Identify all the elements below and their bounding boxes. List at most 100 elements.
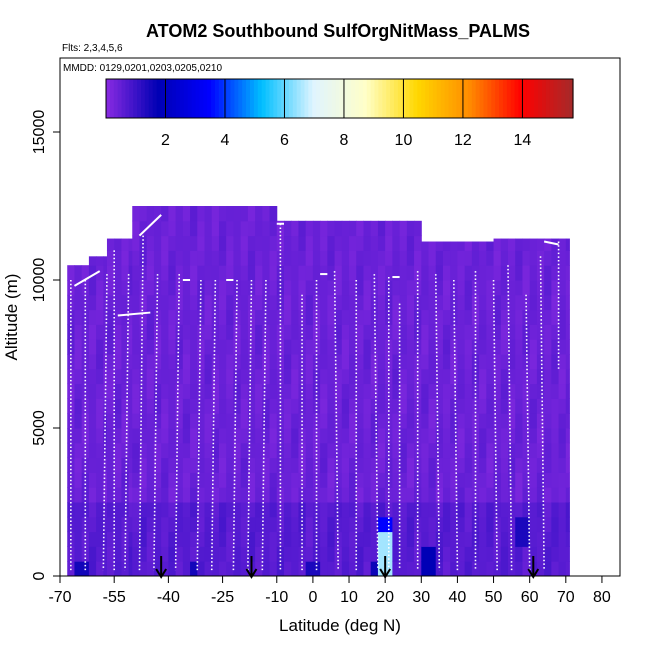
heatmap-cell: [341, 265, 350, 281]
heatmap-cell: [377, 487, 386, 503]
heatmap-cell: [190, 206, 198, 222]
heatmap-cell: [486, 324, 495, 340]
heatmap-cell: [406, 516, 415, 533]
heatmap-cell: [544, 309, 552, 325]
heatmap-cell: [500, 561, 509, 576]
heatmap-cell: [132, 531, 140, 547]
colorbar-segment: [425, 79, 430, 118]
heatmap-cell: [435, 265, 444, 281]
heatmap-cell: [464, 324, 473, 340]
heatmap-cell: [392, 383, 401, 399]
heatmap-cell: [218, 383, 227, 399]
heatmap-cell: [356, 235, 364, 251]
heatmap-cell: [106, 368, 115, 385]
heatmap-cell: [551, 413, 560, 429]
heatmap-cell: [471, 531, 480, 547]
heatmap-cell: [106, 428, 115, 444]
heatmap-cell: [190, 354, 198, 370]
heatmap-cell: [262, 383, 271, 399]
heatmap-cell: [204, 502, 213, 518]
heatmap-cell: [233, 250, 242, 266]
heatmap-cell: [204, 546, 213, 562]
heatmap-cell: [529, 502, 538, 518]
heatmap-cell: [255, 561, 263, 576]
colorbar-segment: [226, 79, 232, 118]
heatmap-cell: [262, 502, 271, 518]
heatmap-cell: [106, 383, 115, 399]
heatmap-cell: [421, 354, 430, 370]
heatmap-cell: [334, 502, 343, 518]
heatmap-cell: [341, 442, 350, 459]
heatmap-cell: [479, 428, 487, 444]
heatmap-cell: [515, 383, 523, 399]
flight-profile: [138, 235, 144, 571]
heatmap-cell: [106, 294, 115, 311]
heatmap-cell: [385, 487, 393, 503]
flight-profile: [539, 256, 545, 571]
heatmap-cell: [182, 294, 191, 311]
heatmap-cell: [500, 294, 509, 311]
heatmap-cell: [320, 265, 328, 281]
heatmap-cell: [291, 235, 299, 251]
heatmap-cell: [414, 398, 422, 414]
heatmap-cell: [529, 487, 538, 503]
heatmap-cell: [327, 265, 336, 281]
heatmap-cell: [551, 561, 560, 576]
heatmap-cell: [262, 324, 271, 340]
heatmap-cell: [385, 502, 393, 518]
heatmap-cell: [240, 220, 249, 237]
heatmap-cell: [114, 324, 122, 340]
heatmap-cell: [132, 235, 140, 251]
heatmap-cell: [356, 339, 364, 355]
colorbar-segment: [300, 79, 306, 118]
heatmap-cell: [74, 339, 83, 355]
heatmap-cell: [197, 265, 206, 281]
heatmap-cell: [457, 339, 466, 355]
heatmap-cell: [544, 383, 552, 399]
heatmap-cell: [305, 324, 314, 340]
colorbar-segment: [514, 79, 520, 118]
heatmap-cell: [565, 502, 570, 518]
heatmap-cell: [255, 368, 263, 385]
heatmap-cell: [464, 294, 473, 311]
colorbar-tick-label: 12: [454, 132, 472, 149]
heatmap-cell: [197, 383, 206, 399]
heatmap-cell: [392, 354, 401, 370]
heatmap-cell: [392, 324, 401, 340]
heatmap-cell: [370, 265, 379, 281]
heatmap-cell: [168, 309, 177, 325]
heatmap-cell: [211, 546, 220, 562]
flight-profile: [434, 274, 441, 571]
heatmap-cell: [132, 206, 140, 222]
heatmap-cell: [247, 516, 256, 533]
heatmap-cell: [428, 368, 437, 385]
heatmap-cell: [139, 413, 148, 429]
heatmap-cell: [558, 531, 567, 547]
heatmap-cell: [298, 235, 307, 251]
heatmap-cell: [551, 531, 560, 547]
heatmap-cell: [291, 472, 299, 488]
heatmap-cell: [175, 487, 184, 503]
heatmap-cell: [168, 235, 177, 251]
heatmap-cell: [327, 413, 336, 429]
heatmap-cell: [269, 220, 278, 237]
heatmap-cell: [153, 472, 162, 488]
colorbar-segment: [121, 79, 127, 118]
heatmap-cell: [121, 324, 130, 340]
heatmap-cell: [121, 531, 130, 547]
heatmap-cell: [421, 294, 430, 311]
heatmap-cell: [103, 324, 108, 340]
heatmap-cell: [132, 354, 140, 370]
heatmap-cell: [370, 457, 379, 473]
heatmap-cell: [363, 472, 372, 488]
heatmap-cell: [327, 428, 336, 444]
heatmap-cell: [493, 309, 502, 325]
heatmap-cell: [74, 442, 83, 459]
heatmap-cell: [226, 324, 234, 340]
heatmap-cell: [106, 457, 115, 473]
heatmap-cell: [356, 561, 364, 576]
heatmap-cell: [291, 339, 299, 355]
heatmap-cell: [168, 280, 177, 296]
heatmap-cell: [385, 413, 393, 429]
heatmap-cell: [515, 368, 523, 385]
